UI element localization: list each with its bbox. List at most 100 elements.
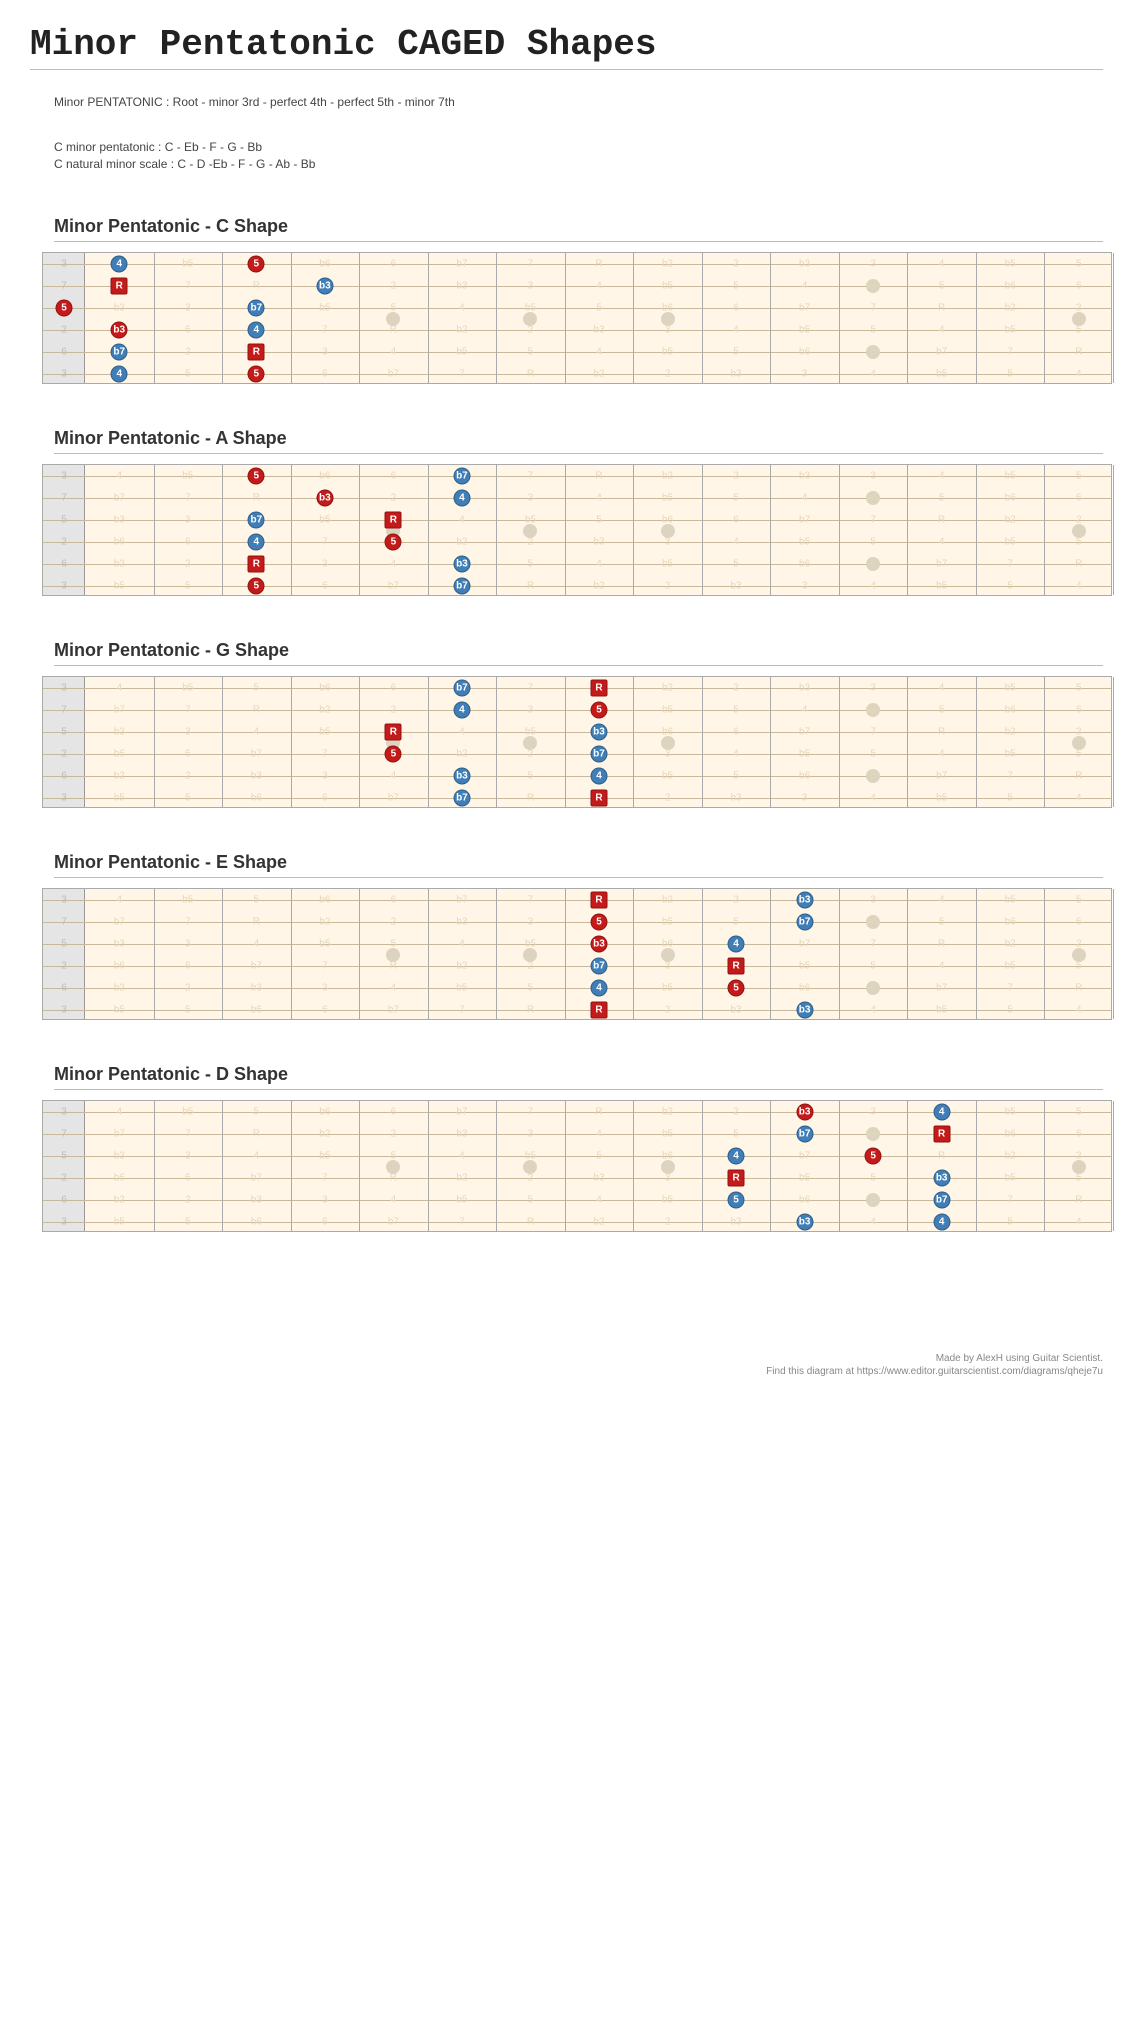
string-line: [43, 688, 1111, 689]
note-4: 4: [728, 936, 745, 953]
fretboard: 3752634b55b66b77Rb22b334b55b77Rb22b334b5…: [42, 1100, 1112, 1232]
note-4: 4: [728, 1148, 745, 1165]
string-line: [43, 330, 1111, 331]
string-line: [43, 776, 1111, 777]
fret-line: [976, 465, 977, 595]
note-5: 5: [248, 256, 265, 273]
note-5: 5: [728, 1192, 745, 1209]
shape-section: Minor Pentatonic - E Shape3752634b55b66b…: [30, 852, 1103, 1020]
note-flat7: b7: [453, 680, 470, 697]
fret-line: [633, 465, 634, 595]
inlay-dot: [866, 981, 880, 995]
fret-line: [976, 1101, 977, 1231]
shapes-container: Minor Pentatonic - C Shape3752634b55b66b…: [30, 216, 1103, 1232]
divider-sub: [54, 241, 1103, 242]
inlay-dot: [661, 948, 675, 962]
note-R: R: [248, 556, 265, 573]
fret-line: [907, 465, 908, 595]
fret-line: [291, 465, 292, 595]
fret-line: [291, 889, 292, 1019]
fret-line: [839, 677, 840, 807]
note-R: R: [111, 278, 128, 295]
inlay-dot: [1072, 312, 1086, 326]
note-flat3: b3: [796, 1104, 813, 1121]
string-line: [43, 798, 1111, 799]
string-line: [43, 922, 1111, 923]
note-R: R: [385, 512, 402, 529]
string-line: [43, 900, 1111, 901]
fret-line: [770, 1101, 771, 1231]
note-4: 4: [111, 256, 128, 273]
string-line: [43, 1010, 1111, 1011]
string-line: [43, 1156, 1111, 1157]
fret-line: [565, 1101, 566, 1231]
note-4: 4: [248, 534, 265, 551]
note-4: 4: [453, 490, 470, 507]
string-line: [43, 520, 1111, 521]
fret-line: [565, 889, 566, 1019]
note-flat3: b3: [453, 556, 470, 573]
fret-line: [907, 889, 908, 1019]
fret-line: [359, 677, 360, 807]
fret-line: [154, 1101, 155, 1231]
fret-line: [839, 253, 840, 383]
string-line: [43, 754, 1111, 755]
string-line: [43, 966, 1111, 967]
shape-section: Minor Pentatonic - D Shape3752634b55b66b…: [30, 1064, 1103, 1232]
note-R: R: [591, 1002, 608, 1019]
fret-line: [633, 1101, 634, 1231]
note-flat3: b3: [796, 1214, 813, 1231]
fret-line: [222, 1101, 223, 1231]
note-5: 5: [385, 534, 402, 551]
note-flat7: b7: [453, 578, 470, 595]
fret-line: [496, 1101, 497, 1231]
inlay-dot: [866, 1127, 880, 1141]
note-4: 4: [111, 366, 128, 383]
page-title: Minor Pentatonic CAGED Shapes: [30, 24, 1103, 65]
string-line: [43, 1200, 1111, 1201]
fret-line: [291, 677, 292, 807]
fret-line: [770, 465, 771, 595]
nut: [43, 677, 85, 807]
fret-line: [1044, 253, 1045, 383]
string-line: [43, 352, 1111, 353]
note-flat7: b7: [796, 914, 813, 931]
shape-title: Minor Pentatonic - E Shape: [54, 852, 1103, 873]
fret-line: [359, 889, 360, 1019]
credits-line-1: Made by AlexH using Guitar Scientist.: [30, 1352, 1103, 1365]
string-line: [43, 1222, 1111, 1223]
note-flat7: b7: [248, 512, 265, 529]
fret-line: [1044, 465, 1045, 595]
fret-line: [976, 677, 977, 807]
inlay-dot: [523, 948, 537, 962]
note-R: R: [728, 958, 745, 975]
note-flat3: b3: [796, 892, 813, 909]
divider-sub: [54, 1089, 1103, 1090]
fretboard: 3752634b55b66b77Rb22b334b55b77Rb22b334b5…: [42, 252, 1112, 384]
string-line: [43, 374, 1111, 375]
shape-title: Minor Pentatonic - C Shape: [54, 216, 1103, 237]
fret-line: [222, 465, 223, 595]
fret-line: [222, 889, 223, 1019]
note-flat7: b7: [796, 1126, 813, 1143]
fret-line: [222, 253, 223, 383]
fretboard: 3752634b55b66b77Rb22b334b55b77Rb22b334b5…: [42, 676, 1112, 808]
note-flat7: b7: [933, 1192, 950, 1209]
inlay-dot: [1072, 524, 1086, 538]
string-line: [43, 586, 1111, 587]
fret-line: [976, 253, 977, 383]
fret-line: [496, 889, 497, 1019]
fret-line: [359, 253, 360, 383]
divider-sub: [54, 665, 1103, 666]
note-flat7: b7: [453, 468, 470, 485]
inlay-dot: [661, 312, 675, 326]
shape-title: Minor Pentatonic - G Shape: [54, 640, 1103, 661]
note-flat7: b7: [248, 300, 265, 317]
nut: [43, 1101, 85, 1231]
inlay-dot: [1072, 948, 1086, 962]
note-R: R: [591, 680, 608, 697]
shape-title: Minor Pentatonic - A Shape: [54, 428, 1103, 449]
credits-line-2: Find this diagram at https://www.editor.…: [30, 1365, 1103, 1378]
fret-line: [428, 465, 429, 595]
fret-line: [291, 253, 292, 383]
